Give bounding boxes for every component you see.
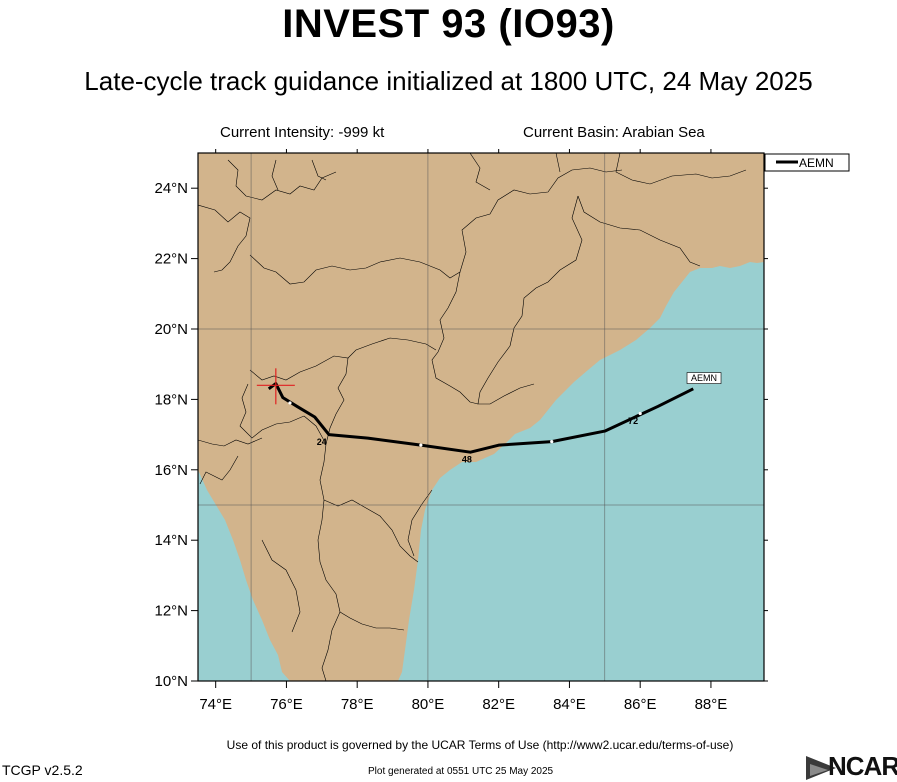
axis-ticks: 74°E 76°E 78°E 80°E 82°E 84°E 86°E 88°E 10°N 12°N… [154, 149, 768, 713]
chart-title: INVEST 93 (IO93) [282, 2, 615, 46]
track-layer: 24 48 72 AEMN [256, 368, 722, 465]
legend-label: AEMN [799, 156, 834, 170]
lat-tick-label: 12°N [154, 603, 188, 620]
track-point [638, 411, 642, 416]
terms-of-use: Use of this product is governed by the U… [226, 738, 734, 752]
lon-tick-label: 84°E [553, 696, 586, 713]
track-end-label: AEMN [691, 373, 717, 383]
lat-tick-label: 18°N [154, 391, 188, 408]
lon-tick-label: 78°E [341, 696, 374, 713]
lat-tick-label: 24°N [154, 180, 188, 197]
track-point [419, 443, 423, 447]
chart-subtitle: Late-cycle track guidance initialized at… [84, 66, 813, 96]
ncar-logo: NCAR [806, 750, 897, 781]
aemn-track-line [267, 382, 694, 454]
lon-tick-label: 88°E [695, 696, 728, 713]
land-area [198, 153, 764, 681]
state-borders [198, 153, 747, 681]
version-label: TCGP v2.5.2 [2, 762, 83, 778]
legend: AEMN [764, 153, 850, 172]
track-point [550, 440, 554, 444]
legend-box [764, 153, 850, 172]
lon-tick-label: 74°E [199, 696, 232, 713]
map-frame [197, 152, 765, 682]
forecast-hour-label: 72 [628, 416, 638, 426]
lat-tick-label: 10°N [154, 673, 188, 690]
lat-tick-label: 20°N [154, 321, 188, 338]
current-intensity: Current Intensity: -999 kt [220, 124, 385, 141]
lon-tick-label: 76°E [270, 696, 303, 713]
lon-tick-label: 82°E [482, 696, 515, 713]
lon-tick-label: 86°E [624, 696, 657, 713]
forecast-hour-label: 48 [462, 455, 472, 465]
lat-tick-label: 22°N [154, 251, 188, 268]
map-area [198, 153, 764, 681]
lon-tick-label: 80°E [412, 696, 445, 713]
lat-tick-label: 14°N [154, 532, 188, 549]
generated-timestamp: Plot generated at 0551 UTC 25 May 2025 [368, 766, 554, 777]
track-end-label-box [686, 372, 722, 384]
track-point [288, 401, 292, 405]
ncar-logo-mark [806, 756, 836, 780]
ncar-logo-text: NCAR [828, 751, 897, 781]
current-basin: Current Basin: Arabian Sea [523, 124, 705, 141]
grid-lines [198, 153, 764, 681]
forecast-hour-label: 24 [317, 437, 327, 447]
lat-tick-label: 16°N [154, 462, 188, 479]
